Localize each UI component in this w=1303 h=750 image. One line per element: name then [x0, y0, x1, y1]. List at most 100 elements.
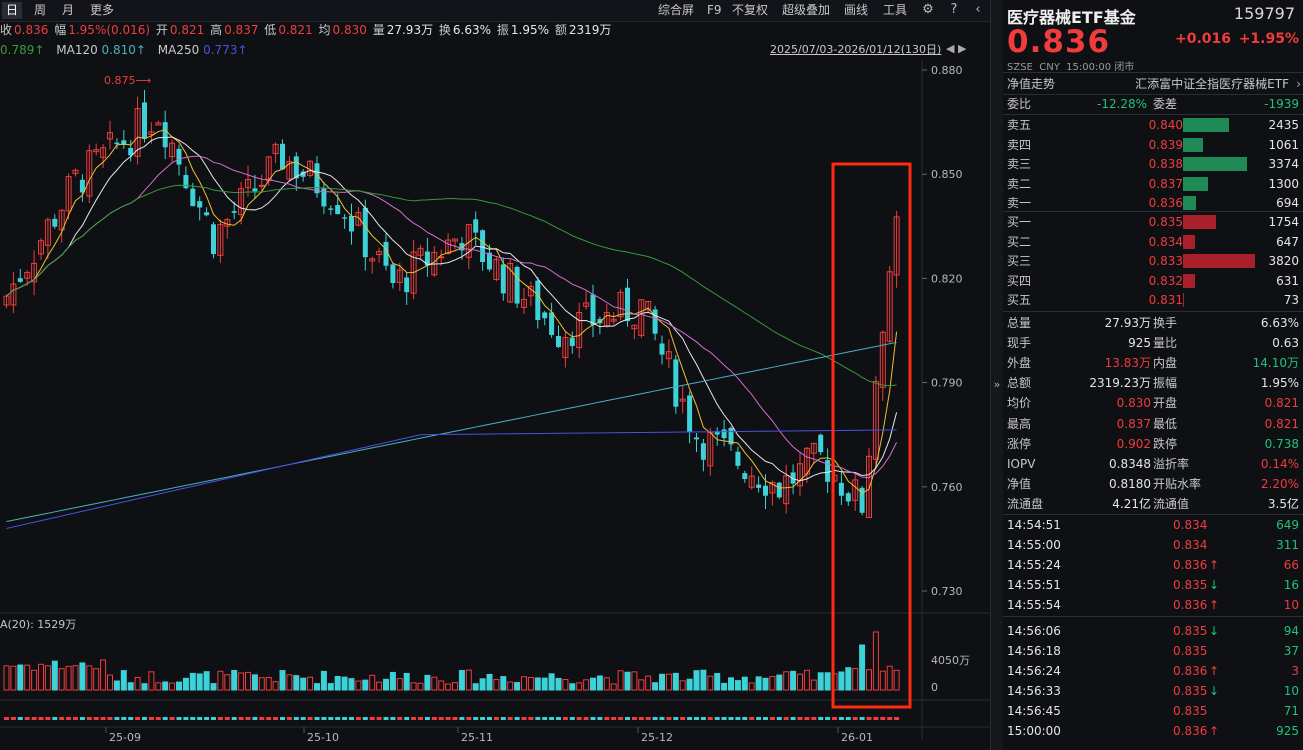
candle-body — [93, 149, 100, 153]
indicator-bar — [549, 717, 555, 720]
ask-level-row[interactable]: 卖五 0.840 2435 — [1003, 115, 1303, 135]
arrow-down-icon: ↓ — [1209, 578, 1220, 592]
candle-body — [424, 251, 430, 266]
tab-more[interactable]: 更多 — [90, 3, 115, 17]
arrow-down-icon: ↓ — [1209, 624, 1220, 638]
stat-value: 0.63 — [1272, 336, 1299, 351]
kline-chart[interactable]: 0.880 0.850 0.820 0.790 0.760 0.730 4050万 0 25-0… — [0, 0, 990, 750]
date-range-link[interactable]: 2025/07/03-2026/01/12(130日) — [770, 43, 942, 56]
chevron-right-icon[interactable]: › — [1296, 77, 1301, 91]
volume-bar — [493, 678, 500, 691]
indicator-bar — [687, 717, 693, 720]
volume-bar — [659, 673, 665, 691]
ask-level-row[interactable]: 卖二 0.837 1300 — [1003, 174, 1303, 194]
candle-body — [86, 150, 93, 197]
volume-bar — [72, 665, 79, 691]
range-arrow-icons[interactable]: ◀ ▶ — [946, 42, 967, 55]
composite-screen-button[interactable]: 综合屏 — [658, 3, 695, 17]
volume-bar — [596, 675, 603, 691]
tick-row: 14:56:06 0.835 ↓ 94 — [1003, 621, 1303, 641]
date-axis-label: 25-09 — [109, 731, 141, 744]
stat-label: 开盘 — [1153, 396, 1178, 411]
volume-bar — [182, 677, 189, 691]
tick-price: 0.835 — [1173, 624, 1208, 638]
help-icon[interactable]: ? — [950, 2, 958, 17]
stat-value: 0.830 — [1116, 396, 1151, 411]
close-icon[interactable]: ‹ — [975, 2, 981, 17]
f9-button[interactable]: F9 — [707, 3, 722, 17]
tab-day[interactable]: 日 — [2, 2, 23, 19]
bid-level-volume: 1754 — [1268, 215, 1299, 229]
nav-trend-tab[interactable]: 净值走势 — [1007, 77, 1056, 91]
tick-time: 14:54:51 — [1007, 518, 1061, 532]
ask-level-row[interactable]: 卖一 0.836 694 — [1003, 193, 1303, 213]
indicator-bar — [190, 717, 196, 720]
bid-level-row[interactable]: 买四 0.832 631 — [1003, 271, 1303, 291]
tick-price: 0.835 — [1173, 644, 1208, 658]
tick-volume: 71 — [1283, 704, 1299, 718]
close-label: 收 — [0, 23, 13, 37]
indicator-bar — [114, 717, 120, 720]
stat-label: IOPV — [1007, 456, 1036, 471]
no-adjust-button[interactable]: 不复权 — [732, 3, 769, 17]
volume-bar — [686, 678, 693, 691]
bid-volume-bar — [1183, 215, 1217, 229]
indicator-bar — [763, 717, 768, 720]
candle-body — [321, 188, 327, 207]
bid-level-row[interactable]: 买五 0.831 73 — [1003, 290, 1303, 310]
tab-week[interactable]: 周 — [34, 3, 47, 17]
volume-bar — [127, 682, 134, 691]
draw-line-button[interactable]: 画线 — [844, 3, 869, 17]
volume-bar — [348, 678, 355, 691]
tick-time: 14:56:18 — [1007, 644, 1061, 658]
tick-volume: 3 — [1291, 664, 1299, 678]
fund-nav-row[interactable]: 净值走势 汇添富中证全指医疗器械ETF › — [1003, 74, 1303, 94]
bid-level-label: 买三 — [1007, 254, 1032, 268]
indicator-bar — [135, 717, 141, 720]
tab-month[interactable]: 月 — [62, 3, 75, 17]
volume-bar — [610, 683, 617, 691]
indicator-bar — [707, 717, 713, 720]
candle-body — [65, 176, 72, 212]
volume-bar — [300, 677, 307, 691]
indicator-bar — [666, 717, 672, 720]
collapse-icon[interactable]: » — [993, 378, 1001, 391]
highlight-box — [831, 162, 912, 709]
bid-level-row[interactable]: 买一 0.835 1754 — [1003, 212, 1303, 232]
tick-time: 15:00:00 — [1007, 724, 1061, 738]
candle-body — [300, 171, 306, 177]
indicator-bar — [480, 717, 486, 720]
candle-body — [617, 291, 624, 318]
indicator-bar — [148, 717, 154, 720]
settings-icon[interactable]: ⚙ — [922, 2, 934, 17]
candle-body — [859, 487, 865, 513]
ask-level-row[interactable]: 卖四 0.839 1061 — [1003, 135, 1303, 155]
indicator-bar — [52, 717, 58, 720]
tick-time: 14:56:33 — [1007, 684, 1061, 698]
indicator-bar — [894, 717, 900, 720]
indicator-bar — [652, 717, 658, 720]
bid-level-row[interactable]: 买二 0.834 647 — [1003, 232, 1303, 252]
candle-body — [349, 215, 354, 232]
indicator-bar — [597, 717, 603, 720]
bid-level-row[interactable]: 买三 0.833 3820 — [1003, 251, 1303, 271]
indicator-bar — [473, 717, 479, 720]
tick-row: 14:56:24 0.836 ↑ 3 — [1003, 661, 1303, 681]
ask-level-row[interactable]: 卖三 0.838 3374 — [1003, 154, 1303, 174]
amount-value: 2319万 — [568, 23, 612, 37]
ma5-line — [6, 129, 898, 494]
super-overlay-button[interactable]: 超级叠加 — [782, 3, 831, 17]
amplitude-value: 1.95% — [510, 23, 550, 37]
tools-button[interactable]: 工具 — [883, 3, 908, 17]
volume-bar — [803, 669, 810, 691]
ma-legend-row: 0.789↑ MA120 0.810↑ MA250 0.773↑ — [0, 42, 248, 58]
stat-label: 外盘 — [1007, 356, 1032, 371]
indicator-bar — [542, 717, 548, 720]
indicator-bar — [721, 717, 727, 720]
candle-body — [100, 147, 107, 158]
tick-volume: 925 — [1276, 724, 1299, 738]
indicator-bar — [355, 717, 361, 720]
ask-level-label: 卖四 — [1007, 137, 1032, 152]
indicator-bar — [397, 717, 403, 720]
stat-value: 2319.23万 — [1089, 376, 1151, 391]
